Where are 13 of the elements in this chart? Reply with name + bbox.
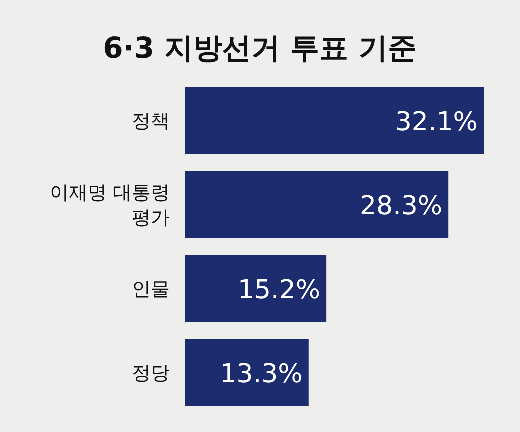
chart-title: 6·3 지방선거 투표 기준 — [103, 31, 417, 65]
bar — [185, 87, 484, 154]
data-label: 32.1% — [395, 108, 478, 138]
data-label: 28.3% — [360, 192, 443, 222]
bar — [185, 171, 449, 238]
bar — [185, 339, 309, 406]
y-tick-label: 인물 — [132, 278, 170, 300]
y-tick-label: 정당 — [132, 362, 170, 384]
data-label: 13.3% — [220, 360, 303, 390]
y-tick-label: 이재명 대통령 평가 — [50, 182, 170, 229]
y-tick-label: 정책 — [132, 110, 170, 132]
bar — [185, 255, 327, 322]
data-label: 15.2% — [238, 276, 321, 306]
